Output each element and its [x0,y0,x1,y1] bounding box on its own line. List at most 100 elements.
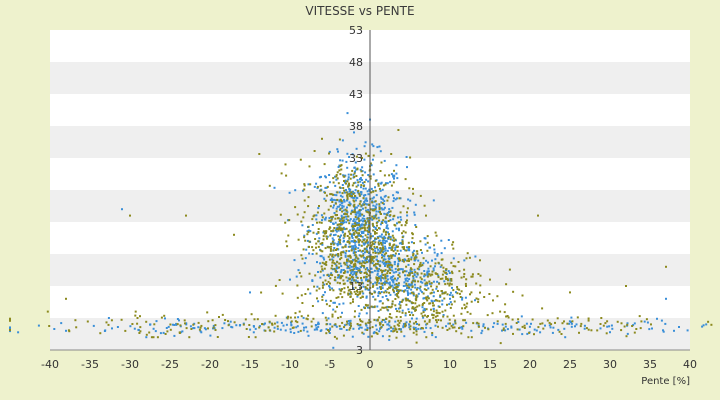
data-point [397,129,400,131]
data-point [413,328,416,331]
data-point [285,323,288,326]
data-point [339,173,342,176]
data-point [450,270,453,273]
data-point [273,186,276,189]
y-tick-label: 53 [349,24,363,37]
data-point [397,260,400,263]
data-point [396,222,398,225]
data-point [346,235,349,237]
data-point [372,248,375,251]
data-point [340,269,343,271]
data-point [363,266,366,269]
data-point [470,275,473,278]
data-point [343,324,346,327]
data-point [335,325,338,328]
data-point [427,261,429,264]
data-point [408,299,411,302]
data-point [333,267,336,270]
data-point [317,231,320,234]
data-point [398,253,400,255]
data-point [438,282,441,285]
data-point [432,267,435,270]
data-point [391,234,394,237]
data-point [389,219,392,222]
data-point [402,325,405,328]
data-point [444,276,447,278]
data-point [358,194,361,197]
data-point [384,247,387,250]
data-point [323,262,326,265]
data-point [541,322,544,325]
data-point [361,281,364,284]
data-point [335,265,338,268]
data-point [391,230,394,233]
data-point [426,249,429,252]
data-point [426,241,429,244]
data-point [342,187,345,189]
data-point [358,213,361,216]
data-point [379,250,381,253]
data-point [338,226,341,229]
data-point [346,112,349,115]
data-point [397,296,400,299]
data-point [354,207,356,210]
data-point [356,227,359,230]
data-point [376,260,379,262]
data-point [339,209,341,211]
data-point [686,329,689,332]
data-point [465,305,468,308]
data-point [367,208,370,211]
data-point [451,294,454,297]
data-point [432,280,435,283]
data-point [313,285,316,288]
data-point [105,321,108,324]
x-tick-label: -25 [161,358,179,371]
data-point [207,320,210,323]
data-point [447,279,450,282]
data-point [349,269,352,272]
y-tick-label: 48 [349,56,363,69]
data-point [366,326,369,329]
data-point [381,222,384,224]
x-tick-label: -20 [201,358,219,371]
data-point [309,292,312,295]
data-point [394,267,397,270]
data-point [148,331,151,334]
data-point [365,275,368,278]
data-point [450,303,453,306]
data-point [345,160,348,163]
data-point [382,259,385,262]
data-point [392,286,395,289]
data-point [303,183,306,186]
data-point [328,219,331,222]
data-point [302,216,305,219]
data-point [384,242,386,245]
data-point [496,322,499,325]
data-point [329,277,332,280]
data-point [328,332,331,334]
data-point [426,271,429,274]
data-point [334,254,337,257]
data-point [377,216,380,219]
data-point [346,240,349,243]
data-point [285,240,288,243]
y-tick-label: 38 [349,120,363,133]
data-point [402,323,405,325]
data-point [359,320,362,322]
data-point [366,190,369,193]
data-point [385,317,388,320]
data-point [452,265,455,268]
data-point [337,274,340,277]
data-point [372,283,375,285]
data-point [340,200,343,202]
data-point [315,252,318,255]
data-point [209,334,212,337]
data-point [301,302,304,304]
data-point [371,271,374,274]
data-point [377,183,380,185]
data-point [348,201,351,204]
data-point [343,189,346,192]
data-point [408,286,411,289]
data-point [373,200,376,203]
